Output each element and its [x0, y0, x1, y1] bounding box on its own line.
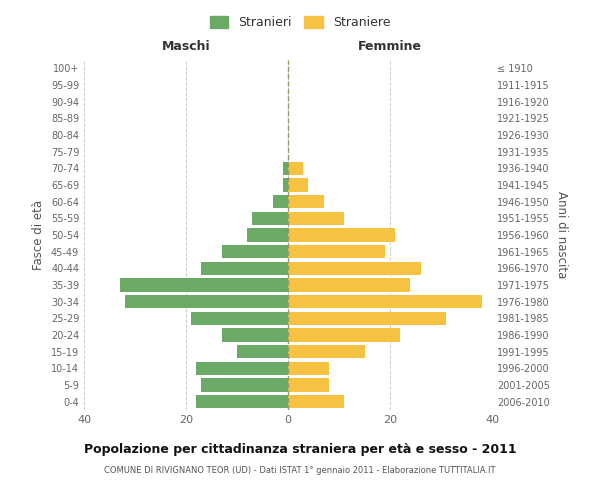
- Bar: [288, 245, 385, 258]
- Y-axis label: Fasce di età: Fasce di età: [32, 200, 45, 270]
- Bar: [253, 212, 288, 225]
- Text: Femmine: Femmine: [358, 40, 422, 53]
- Legend: Stranieri, Straniere: Stranieri, Straniere: [205, 11, 395, 34]
- Bar: [272, 195, 288, 208]
- Bar: [288, 345, 365, 358]
- Bar: [247, 228, 288, 241]
- Bar: [288, 328, 400, 342]
- Bar: [283, 178, 288, 192]
- Bar: [196, 395, 288, 408]
- Bar: [191, 312, 288, 325]
- Bar: [288, 262, 421, 275]
- Bar: [288, 212, 344, 225]
- Bar: [288, 395, 344, 408]
- Text: Popolazione per cittadinanza straniera per età e sesso - 2011: Popolazione per cittadinanza straniera p…: [83, 442, 517, 456]
- Bar: [283, 162, 288, 175]
- Bar: [202, 262, 288, 275]
- Bar: [125, 295, 288, 308]
- Bar: [222, 328, 288, 342]
- Bar: [237, 345, 288, 358]
- Bar: [288, 228, 395, 241]
- Bar: [288, 295, 482, 308]
- Bar: [288, 378, 329, 392]
- Bar: [196, 362, 288, 375]
- Bar: [288, 312, 446, 325]
- Bar: [288, 178, 308, 192]
- Text: COMUNE DI RIVIGNANO TEOR (UD) - Dati ISTAT 1° gennaio 2011 - Elaborazione TUTTIT: COMUNE DI RIVIGNANO TEOR (UD) - Dati IST…: [104, 466, 496, 475]
- Bar: [288, 162, 304, 175]
- Y-axis label: Anni di nascita: Anni di nascita: [555, 192, 568, 278]
- Bar: [288, 278, 410, 291]
- Bar: [222, 245, 288, 258]
- Bar: [202, 378, 288, 392]
- Bar: [120, 278, 288, 291]
- Bar: [288, 195, 324, 208]
- Text: Maschi: Maschi: [161, 40, 211, 53]
- Bar: [288, 362, 329, 375]
